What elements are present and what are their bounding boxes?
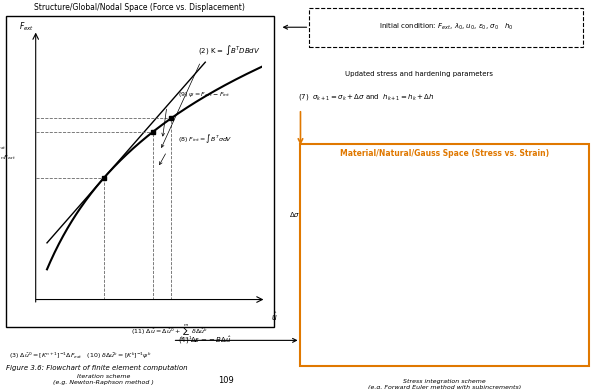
- Text: (1) $\Delta F_{ext}$
   $=\Delta\lambda_n F_{ext}$: (1) $\Delta F_{ext}$ $=\Delta\lambda_n F…: [0, 143, 17, 162]
- Text: Updated stress and hardening parameters: Updated stress and hardening parameters: [345, 71, 493, 77]
- Text: $\bar{\varepsilon}$: $\bar{\varepsilon}$: [574, 336, 580, 347]
- Text: (5) Evaluate $D^t$: (5) Evaluate $D^t$: [515, 176, 567, 187]
- Text: $\Delta\sigma$: $\Delta\sigma$: [289, 210, 300, 219]
- Text: $\Delta\sigma/m$: $\Delta\sigma/m$: [325, 349, 341, 357]
- Text: (6) $\Delta\sigma = \sum_{i=1}^{m} D^i \frac{\Delta\varepsilon}{m}$: (6) $\Delta\sigma = \sum_{i=1}^{m} D^i \…: [478, 235, 531, 257]
- Text: $\Delta\varepsilon$
m increment: $\Delta\varepsilon$ m increment: [399, 347, 434, 361]
- Text: Stress integration scheme
(e.g. Forward Euler method with subincrements): Stress integration scheme (e.g. Forward …: [368, 379, 521, 389]
- Text: Iteration scheme
(e.g. Newton-Raphson method ): Iteration scheme (e.g. Newton-Raphson me…: [53, 374, 154, 385]
- Text: Initial condition: $F_{ext}$, $\lambda_0$, $u_0$, $\varepsilon_0$, $\sigma_0$   : Initial condition: $F_{ext}$, $\lambda_0…: [379, 22, 513, 32]
- Text: Material/Natural/Gauss Space (Stress vs. Strain): Material/Natural/Gauss Space (Stress vs.…: [340, 149, 549, 158]
- Text: (2) K = $\int B^TDBdV$: (2) K = $\int B^TDBdV$: [199, 43, 261, 57]
- Text: $\sigma$: $\sigma$: [319, 165, 326, 174]
- Text: (3) $\Delta\hat{u}^0 = [K^{n+1}]^{-1}\Delta F_{ext}$   (10) $\delta\Delta\hat{u}: (3) $\Delta\hat{u}^0 = [K^{n+1}]^{-1}\De…: [8, 350, 151, 361]
- Text: (9) $\psi = F_{ext} - F_{int}$: (9) $\psi = F_{ext} - F_{int}$: [178, 90, 231, 99]
- Text: (7)  $\sigma_{k+1} = \sigma_k + \Delta\sigma$ and  $h_{k+1} = h_k + \Delta h$: (7) $\sigma_{k+1} = \sigma_k + \Delta\si…: [298, 92, 434, 102]
- Text: Figure 3.6: Flowchart of finite element computation: Figure 3.6: Flowchart of finite element …: [6, 365, 187, 371]
- Text: (4) $\Delta\varepsilon = -B\Delta\hat{u}$: (4) $\Delta\varepsilon = -B\Delta\hat{u}…: [178, 335, 232, 346]
- Text: $F_{ext}$: $F_{ext}$: [19, 21, 34, 33]
- Text: (8) $F_{int} = \int B^T\sigma dV$: (8) $F_{int} = \int B^T\sigma dV$: [178, 132, 233, 145]
- Text: Structure/Global/Nodal Space (Force vs. Displacement): Structure/Global/Nodal Space (Force vs. …: [35, 3, 245, 12]
- Text: $\hat{u}$: $\hat{u}$: [271, 310, 277, 322]
- Text: (11) $\Delta\hat{u} = \Delta\hat{u}^0 + \sum_{k=1}^{m}\delta\Delta\hat{u}^k$: (11) $\Delta\hat{u} = \Delta\hat{u}^0 + …: [131, 322, 208, 342]
- Text: 109: 109: [218, 376, 234, 385]
